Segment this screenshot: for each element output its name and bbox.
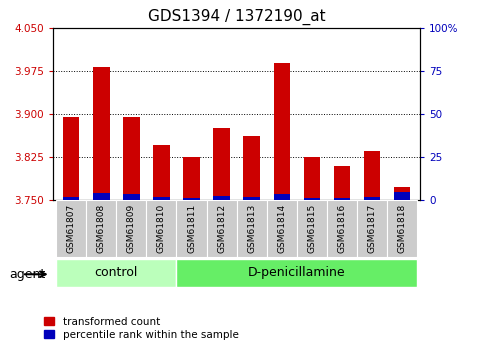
Bar: [243, 136, 260, 200]
Bar: [146, 200, 176, 257]
Text: agent: agent: [10, 268, 46, 281]
Bar: [213, 196, 230, 200]
Bar: [304, 157, 320, 200]
Bar: [213, 128, 230, 200]
Text: GSM61809: GSM61809: [127, 204, 136, 253]
Text: GSM61812: GSM61812: [217, 204, 226, 253]
Legend: transformed count, percentile rank within the sample: transformed count, percentile rank withi…: [44, 317, 239, 340]
Text: GSM61808: GSM61808: [97, 204, 106, 253]
Bar: [237, 200, 267, 257]
Bar: [176, 259, 417, 286]
Bar: [387, 200, 417, 257]
Bar: [116, 200, 146, 257]
Bar: [334, 197, 350, 200]
Bar: [327, 200, 357, 257]
Text: GSM61807: GSM61807: [67, 204, 76, 253]
Bar: [86, 200, 116, 257]
Text: GSM61818: GSM61818: [398, 204, 407, 253]
Bar: [56, 200, 86, 257]
Bar: [183, 197, 200, 200]
Text: GSM61811: GSM61811: [187, 204, 196, 253]
Text: GSM61810: GSM61810: [157, 204, 166, 253]
Bar: [243, 197, 260, 200]
Text: D-penicillamine: D-penicillamine: [248, 266, 346, 279]
Bar: [394, 187, 411, 200]
Bar: [93, 67, 110, 200]
Bar: [183, 157, 200, 200]
Text: GSM61816: GSM61816: [338, 204, 346, 253]
Bar: [357, 200, 387, 257]
Text: control: control: [95, 266, 138, 279]
Bar: [63, 197, 80, 200]
Bar: [153, 197, 170, 200]
Bar: [304, 197, 320, 200]
Bar: [93, 193, 110, 200]
Bar: [63, 117, 80, 200]
Bar: [364, 151, 380, 200]
Bar: [273, 63, 290, 200]
Bar: [334, 166, 350, 200]
Bar: [394, 193, 411, 200]
Text: GSM61813: GSM61813: [247, 204, 256, 253]
Title: GDS1394 / 1372190_at: GDS1394 / 1372190_at: [148, 9, 326, 25]
Bar: [273, 194, 290, 200]
Text: GSM61817: GSM61817: [368, 204, 377, 253]
Text: GSM61815: GSM61815: [307, 204, 316, 253]
Bar: [207, 200, 237, 257]
Bar: [153, 146, 170, 200]
Bar: [123, 194, 140, 200]
Bar: [267, 200, 297, 257]
Bar: [297, 200, 327, 257]
Bar: [56, 259, 176, 286]
Bar: [123, 117, 140, 200]
Bar: [176, 200, 207, 257]
Bar: [364, 197, 380, 200]
Text: GSM61814: GSM61814: [277, 204, 286, 253]
